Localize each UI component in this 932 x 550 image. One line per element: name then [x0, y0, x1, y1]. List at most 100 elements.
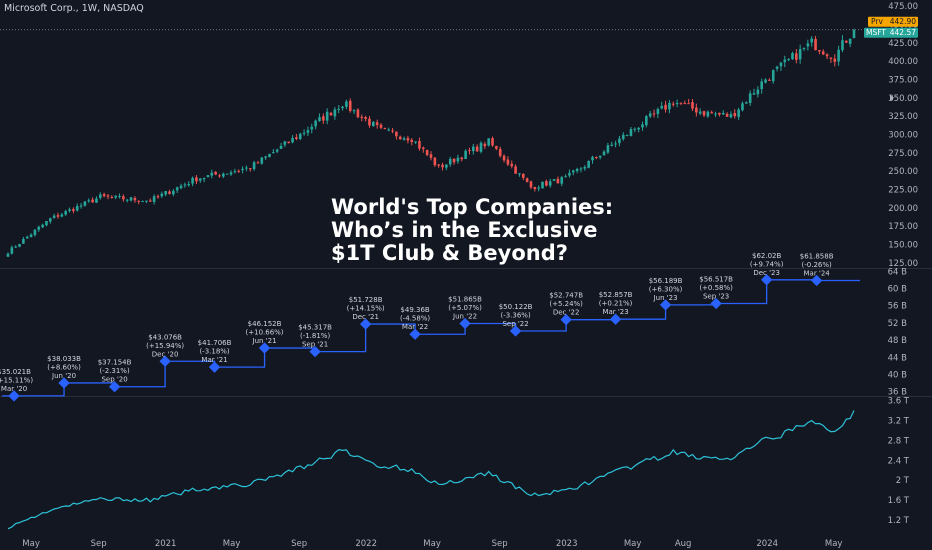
- candle-body: [160, 193, 164, 197]
- revenue-change-label: (+5.24%): [549, 300, 583, 308]
- candle-body: [848, 38, 852, 44]
- candle: [352, 109, 356, 115]
- candle-body: [75, 206, 79, 211]
- candle: [818, 50, 821, 55]
- candle-body: [687, 103, 690, 105]
- candle-body: [852, 29, 856, 39]
- time-axis-tick: 2023: [556, 539, 578, 549]
- revenue-period-label: Dec '20: [152, 350, 179, 358]
- candle: [660, 101, 664, 110]
- candle: [487, 138, 490, 147]
- candle-body: [695, 107, 698, 113]
- revenue-value-label: $38.033B: [47, 355, 81, 363]
- candle-body: [145, 200, 148, 202]
- candle: [729, 111, 733, 119]
- revenue-marker: [609, 313, 622, 325]
- candle-body: [783, 59, 787, 63]
- revenue-marker: [810, 274, 823, 287]
- candle-body: [614, 143, 617, 145]
- revenue-value-label: $43.076B: [148, 333, 182, 341]
- candle-body: [691, 102, 694, 109]
- revenue-value-label: $51.865B: [448, 295, 482, 303]
- candle: [187, 181, 191, 187]
- prev-tag-bg: [868, 16, 918, 27]
- candle: [106, 193, 110, 200]
- candle: [229, 170, 233, 176]
- candle: [279, 142, 283, 149]
- revenue-marker: [459, 317, 471, 330]
- candle-body: [356, 109, 360, 118]
- revenue-change-label: (-0.26%): [802, 261, 832, 269]
- candle-body: [314, 120, 317, 127]
- candle: [422, 146, 425, 153]
- candle: [598, 155, 602, 160]
- candle-body: [714, 113, 717, 115]
- candle: [521, 173, 525, 180]
- candle: [56, 212, 60, 219]
- candle-body: [387, 129, 390, 131]
- revenue-period-label: Sep '22: [502, 320, 528, 328]
- candle-body: [560, 177, 564, 184]
- candle-body: [625, 135, 629, 137]
- candle-body: [483, 143, 487, 147]
- candle: [414, 141, 417, 144]
- symbol-title[interactable]: Microsoft Corp., 1W, NASDAQ: [4, 3, 144, 14]
- candle: [122, 194, 125, 202]
- candle-body: [510, 163, 514, 167]
- candle: [160, 191, 164, 198]
- candle-body: [645, 116, 648, 126]
- candle: [545, 179, 548, 187]
- price-axis-tick: 350.00: [888, 94, 918, 104]
- candle-body: [287, 141, 291, 143]
- candle-body: [410, 139, 414, 142]
- candle: [748, 90, 752, 106]
- candle-body: [791, 53, 794, 60]
- candle-body: [675, 102, 679, 105]
- candle-body: [206, 175, 210, 178]
- candle: [206, 174, 210, 178]
- headline-line-2: Who’s in the Exclusive: [331, 218, 598, 242]
- candle: [406, 135, 410, 144]
- revenue-period-label: Mar '22: [402, 323, 428, 331]
- candle: [741, 101, 744, 112]
- candle: [272, 149, 275, 154]
- time-axis-tick: Sep: [492, 539, 508, 549]
- candle-body: [429, 154, 433, 158]
- market-cap-axis-tick: 3.6 T: [888, 396, 910, 406]
- candle-body: [168, 191, 171, 194]
- candle-body: [268, 153, 271, 158]
- candle-body: [637, 127, 640, 130]
- candle: [114, 195, 117, 200]
- candle: [433, 156, 437, 167]
- candle: [314, 119, 317, 130]
- candle-body: [137, 200, 141, 202]
- candle-body: [795, 53, 798, 60]
- revenue-value-label: $46.152B: [248, 320, 282, 328]
- candle-body: [72, 209, 75, 211]
- candle: [787, 58, 790, 62]
- candle: [395, 131, 398, 140]
- candle-body: [125, 199, 129, 201]
- candle: [587, 160, 590, 169]
- candle-body: [756, 89, 760, 95]
- revenue-value-label: $50.122B: [499, 303, 533, 311]
- candle: [168, 189, 171, 195]
- candle-body: [583, 167, 587, 169]
- time-axis-tick: 2024: [756, 539, 778, 549]
- candle: [183, 182, 187, 188]
- candle-body: [406, 138, 410, 141]
- candle: [341, 105, 344, 111]
- candle: [460, 156, 464, 162]
- candle-body: [102, 194, 106, 197]
- candle: [22, 236, 25, 244]
- headline-line-3: $1T Club & Beyond?: [331, 241, 568, 265]
- candle-body: [556, 178, 560, 184]
- candle-body: [537, 187, 540, 189]
- candle: [172, 189, 175, 197]
- candle-body: [525, 178, 529, 182]
- candle-body: [291, 138, 294, 143]
- candle: [141, 200, 144, 203]
- time-axis-tick: May: [825, 539, 843, 549]
- candle: [583, 165, 587, 171]
- candle-body: [379, 124, 383, 128]
